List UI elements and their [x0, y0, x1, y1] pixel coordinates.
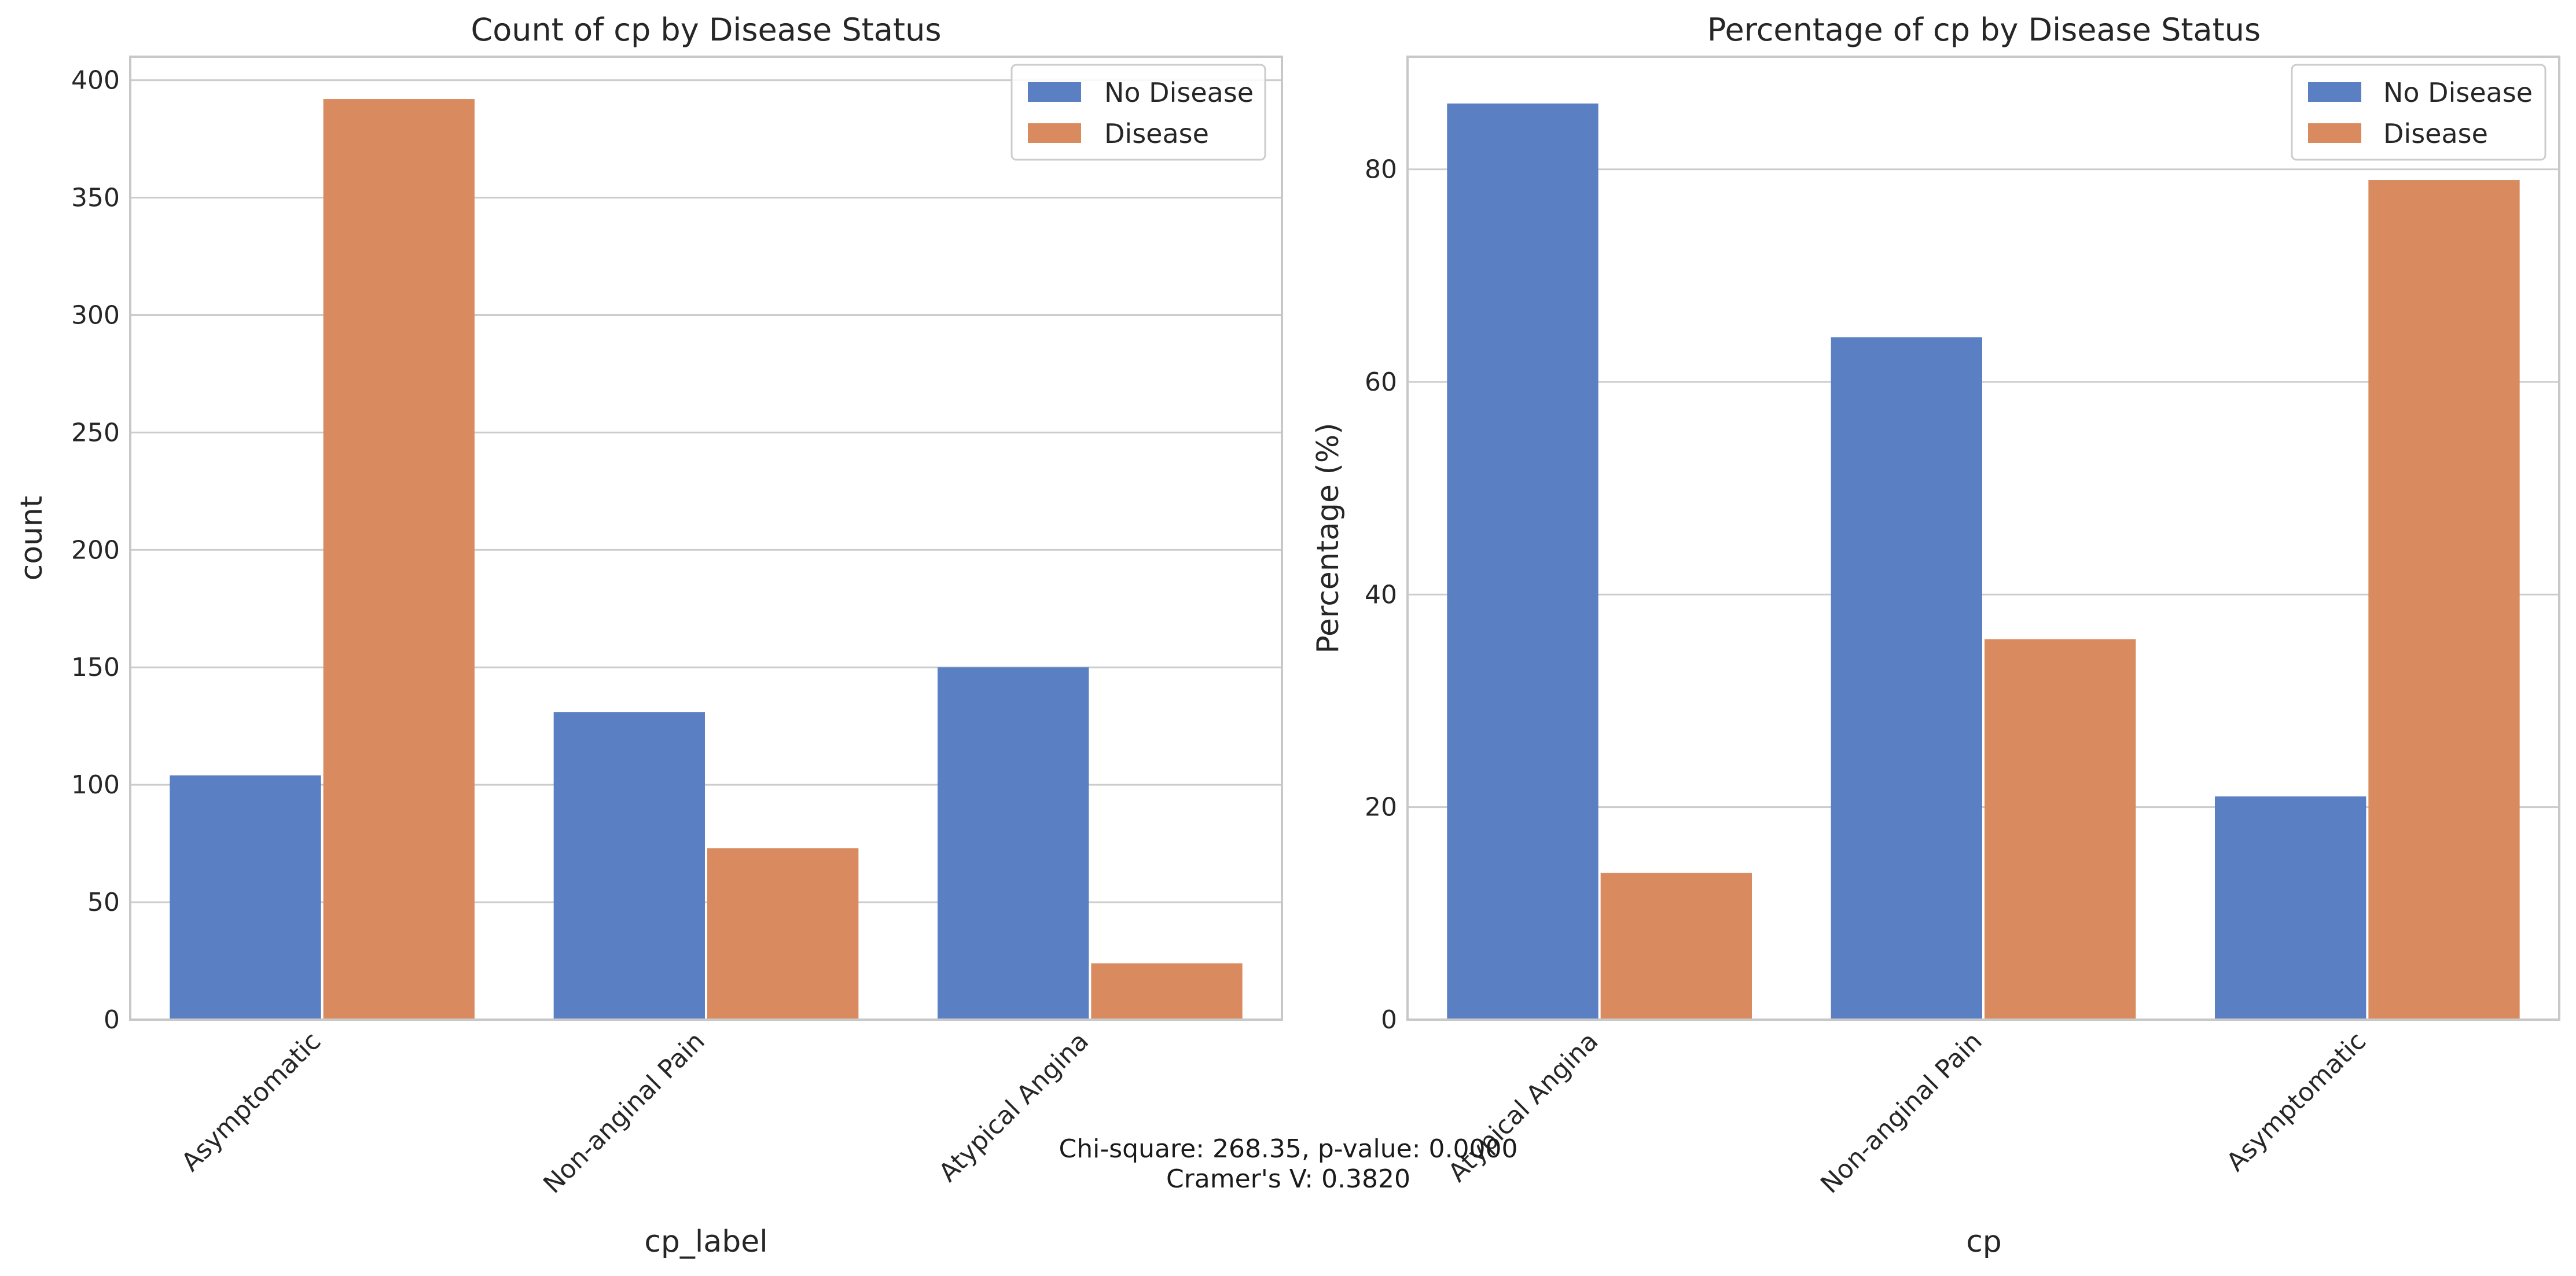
percentage-chart-title: Percentage of cp by Disease Status [1707, 12, 2261, 48]
percentage-chart-bars [1447, 103, 2520, 1020]
percentage-chart-bar-disease [1985, 639, 2136, 1020]
count-chart-legend-label-no-disease: No Disease [1104, 77, 1254, 108]
percentage-chart-y-ticks: 0 20 40 60 80 [1365, 155, 1397, 1035]
count-chart-x-ticks: Asymptomatic Non-anginal Pain Atypical Ang… [176, 1027, 1094, 1200]
count-chart-ylabel: count [14, 496, 49, 581]
percentage-chart-legend-swatch-disease [2308, 123, 2361, 143]
count-chart-ytick-label: 150 [71, 653, 120, 682]
cramers-v-text: Cramer's V: 0.3820 [1166, 1164, 1410, 1194]
percentage-chart: Percentage of cp by Disease Status 0 20 40… [1311, 12, 2560, 1259]
percentage-chart-xtick-label: Non-anginal Pain [1815, 1027, 1988, 1200]
count-chart-ytick-label: 400 [71, 66, 120, 95]
count-chart-xtick-label: Non-anginal Pain [538, 1027, 711, 1200]
count-chart-bar-disease [323, 99, 475, 1020]
count-chart-xlabel: cp_label [644, 1224, 767, 1259]
percentage-chart-xlabel: cp [1966, 1224, 2002, 1259]
percentage-chart-bar-disease [2368, 180, 2520, 1020]
count-chart-bar-disease [1091, 963, 1243, 1020]
count-chart-bars [170, 99, 1243, 1020]
percentage-chart-legend: No Disease Disease [2291, 64, 2546, 161]
count-chart-ytick-label: 200 [71, 535, 120, 565]
count-chart-y-ticks: 0 50 100 150 200 250 300 350 400 [71, 66, 120, 1035]
count-chart-frame [129, 56, 1283, 1021]
count-chart-gridlines [130, 79, 1282, 1021]
percentage-chart-ytick-label: 20 [1365, 793, 1397, 822]
count-chart-title: Count of cp by Disease Status [471, 12, 942, 48]
count-chart-ytick-label: 300 [71, 300, 120, 330]
percentage-chart-ylabel: Percentage (%) [1311, 422, 1346, 653]
count-chart-legend: No Disease Disease [1010, 64, 1266, 161]
count-chart-ytick-label: 0 [104, 1005, 120, 1035]
percentage-chart-legend-label-no-disease: No Disease [2383, 77, 2533, 108]
count-chart-bar-no-disease [553, 712, 705, 1020]
count-chart-bar-no-disease [938, 667, 1089, 1020]
percentage-chart-bar-no-disease [1831, 337, 1982, 1020]
percentage-chart-bar-disease [1600, 873, 1752, 1020]
percentage-chart-legend-swatch-no-disease [2308, 82, 2361, 102]
count-chart-legend-swatch-no-disease [1028, 82, 1081, 102]
count-chart-ytick-label: 250 [71, 418, 120, 447]
count-chart-xtick-label: Asymptomatic [176, 1027, 327, 1178]
chi-square-text: Chi-square: 268.35, p-value: 0.0000 [1059, 1134, 1518, 1164]
statistics-annotation: Chi-square: 268.35, p-value: 0.0000 Cram… [1059, 1134, 1518, 1194]
percentage-chart-ytick-label: 0 [1381, 1005, 1397, 1035]
percentage-chart-ytick-label: 60 [1365, 367, 1397, 397]
count-chart: Count of cp by Disease Status 0 50 100 150 2… [14, 12, 1283, 1259]
percentage-chart-bar-no-disease [1447, 103, 1598, 1020]
percentage-chart-ytick-label: 40 [1365, 580, 1397, 609]
percentage-chart-x-ticks: Atypical Angina Non-anginal Pain Asymptoma… [1443, 1027, 2372, 1200]
percentage-chart-ytick-label: 80 [1365, 155, 1397, 185]
count-chart-legend-label-disease: Disease [1104, 118, 1209, 149]
count-chart-bar-disease [707, 848, 859, 1020]
count-chart-legend-swatch-disease [1028, 123, 1081, 143]
count-chart-ytick-label: 100 [71, 770, 120, 800]
count-chart-ytick-label: 50 [87, 888, 120, 917]
percentage-chart-legend-label-disease: Disease [2383, 118, 2488, 149]
percentage-chart-frame [1406, 56, 2560, 1021]
percentage-chart-bar-no-disease [2215, 796, 2366, 1020]
count-chart-bar-no-disease [170, 775, 321, 1020]
count-chart-ytick-label: 350 [71, 183, 120, 213]
percentage-chart-xtick-label: Asymptomatic [2221, 1027, 2372, 1178]
